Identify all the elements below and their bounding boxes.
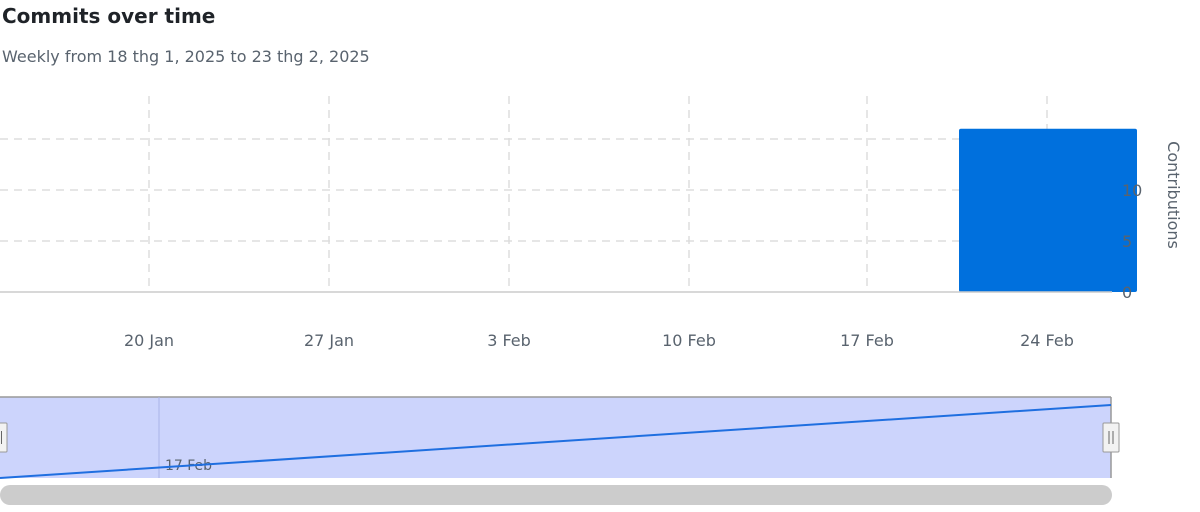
- navigator-series-line: [0, 404, 1112, 479]
- x-tick-labels: 20 Jan 27 Jan 3 Feb 10 Feb 17 Feb 24 Feb: [124, 331, 1074, 350]
- x-tick-label: 24 Feb: [1020, 331, 1074, 350]
- navigator[interactable]: 17 Feb: [0, 396, 1120, 479]
- y-tick-label: 5: [1122, 232, 1132, 251]
- chart-title: Commits over time: [2, 4, 216, 28]
- x-tick-label: 27 Jan: [304, 331, 354, 350]
- navigator-right-handle[interactable]: [1102, 422, 1120, 453]
- navigator-scrollbar[interactable]: [0, 485, 1112, 505]
- x-tick-label: 10 Feb: [662, 331, 716, 350]
- x-tick-label: 20 Jan: [124, 331, 174, 350]
- grid-layer: [0, 96, 1112, 292]
- x-tick-label: 3 Feb: [487, 331, 531, 350]
- y-tick-label: 0: [1122, 283, 1132, 302]
- bars-layer: [959, 128, 1137, 292]
- y-axis-title: Contributions: [1164, 141, 1183, 249]
- bar[interactable]: [959, 128, 1137, 292]
- y-tick-labels: 0 5 10: [1122, 181, 1142, 302]
- navigator-left-handle[interactable]: [0, 422, 8, 453]
- y-tick-label: 10: [1122, 181, 1142, 200]
- navigator-selection[interactable]: [0, 397, 1111, 478]
- chart-subtitle: Weekly from 18 thg 1, 2025 to 23 thg 2, …: [2, 47, 370, 66]
- x-tick-label: 17 Feb: [840, 331, 894, 350]
